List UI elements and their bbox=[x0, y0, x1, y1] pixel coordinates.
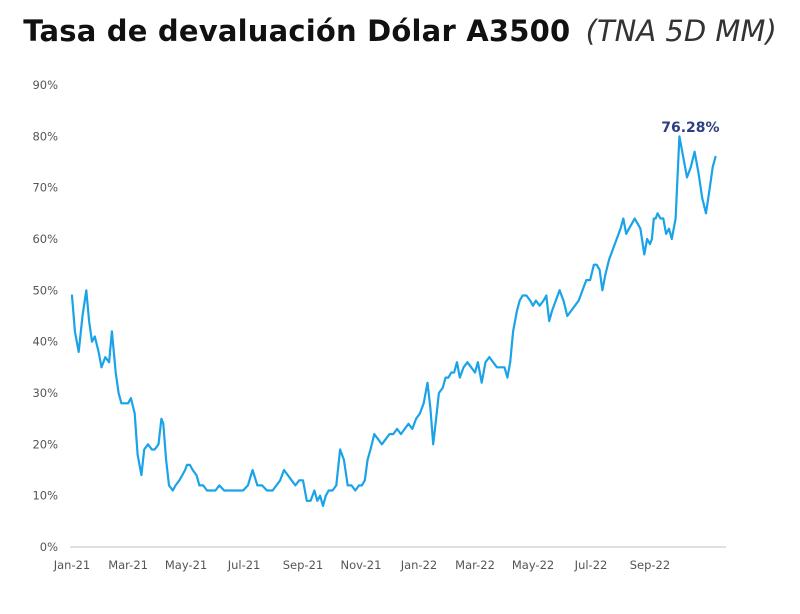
x-tick-label: Jan-21 bbox=[53, 558, 91, 572]
x-tick-label: Jul-22 bbox=[574, 558, 608, 572]
y-tick-label: 50% bbox=[32, 283, 58, 297]
x-tick-label: Jul-21 bbox=[227, 558, 261, 572]
x-tick-label: Sep-21 bbox=[283, 558, 323, 572]
y-tick-label: 60% bbox=[32, 232, 58, 246]
y-tick-label: 30% bbox=[32, 386, 58, 400]
x-tick-label: Nov-21 bbox=[341, 558, 382, 572]
y-tick-label: 20% bbox=[32, 437, 58, 451]
y-tick-label: 70% bbox=[32, 181, 58, 195]
y-tick-label: 40% bbox=[32, 335, 58, 349]
series-group bbox=[70, 135, 717, 507]
series-line bbox=[70, 135, 717, 507]
x-tick-label: May-21 bbox=[165, 558, 207, 572]
x-tick-label: Sep-22 bbox=[630, 558, 670, 572]
y-tick-label: 10% bbox=[32, 489, 58, 503]
x-tick-label: Mar-21 bbox=[108, 558, 148, 572]
chart-title: Tasa de devaluación Dólar A3500 (TNA 5D … bbox=[0, 14, 800, 48]
x-tick-label: Jan-22 bbox=[400, 558, 438, 572]
y-tick-label: 90% bbox=[32, 78, 58, 92]
chart-title-sub: (TNA 5D MM) bbox=[585, 14, 777, 48]
annotations-group: 76.28% bbox=[661, 120, 719, 136]
y-tick-label: 0% bbox=[40, 540, 58, 554]
chart-title-main: Tasa de devaluación Dólar A3500 bbox=[23, 14, 571, 48]
y-axis: 0% 10% 20% 30% 40% 50% 60% 70% 80% 90% bbox=[32, 78, 58, 554]
x-tick-label: May-22 bbox=[512, 558, 554, 572]
x-axis: Jan-21 Mar-21 May-21 Jul-21 Sep-21 Nov-21 Jan-… bbox=[53, 546, 726, 572]
x-tick-label: Mar-22 bbox=[455, 558, 495, 572]
peak-value-label: 76.28% bbox=[661, 120, 719, 136]
y-tick-label: 80% bbox=[32, 129, 58, 143]
